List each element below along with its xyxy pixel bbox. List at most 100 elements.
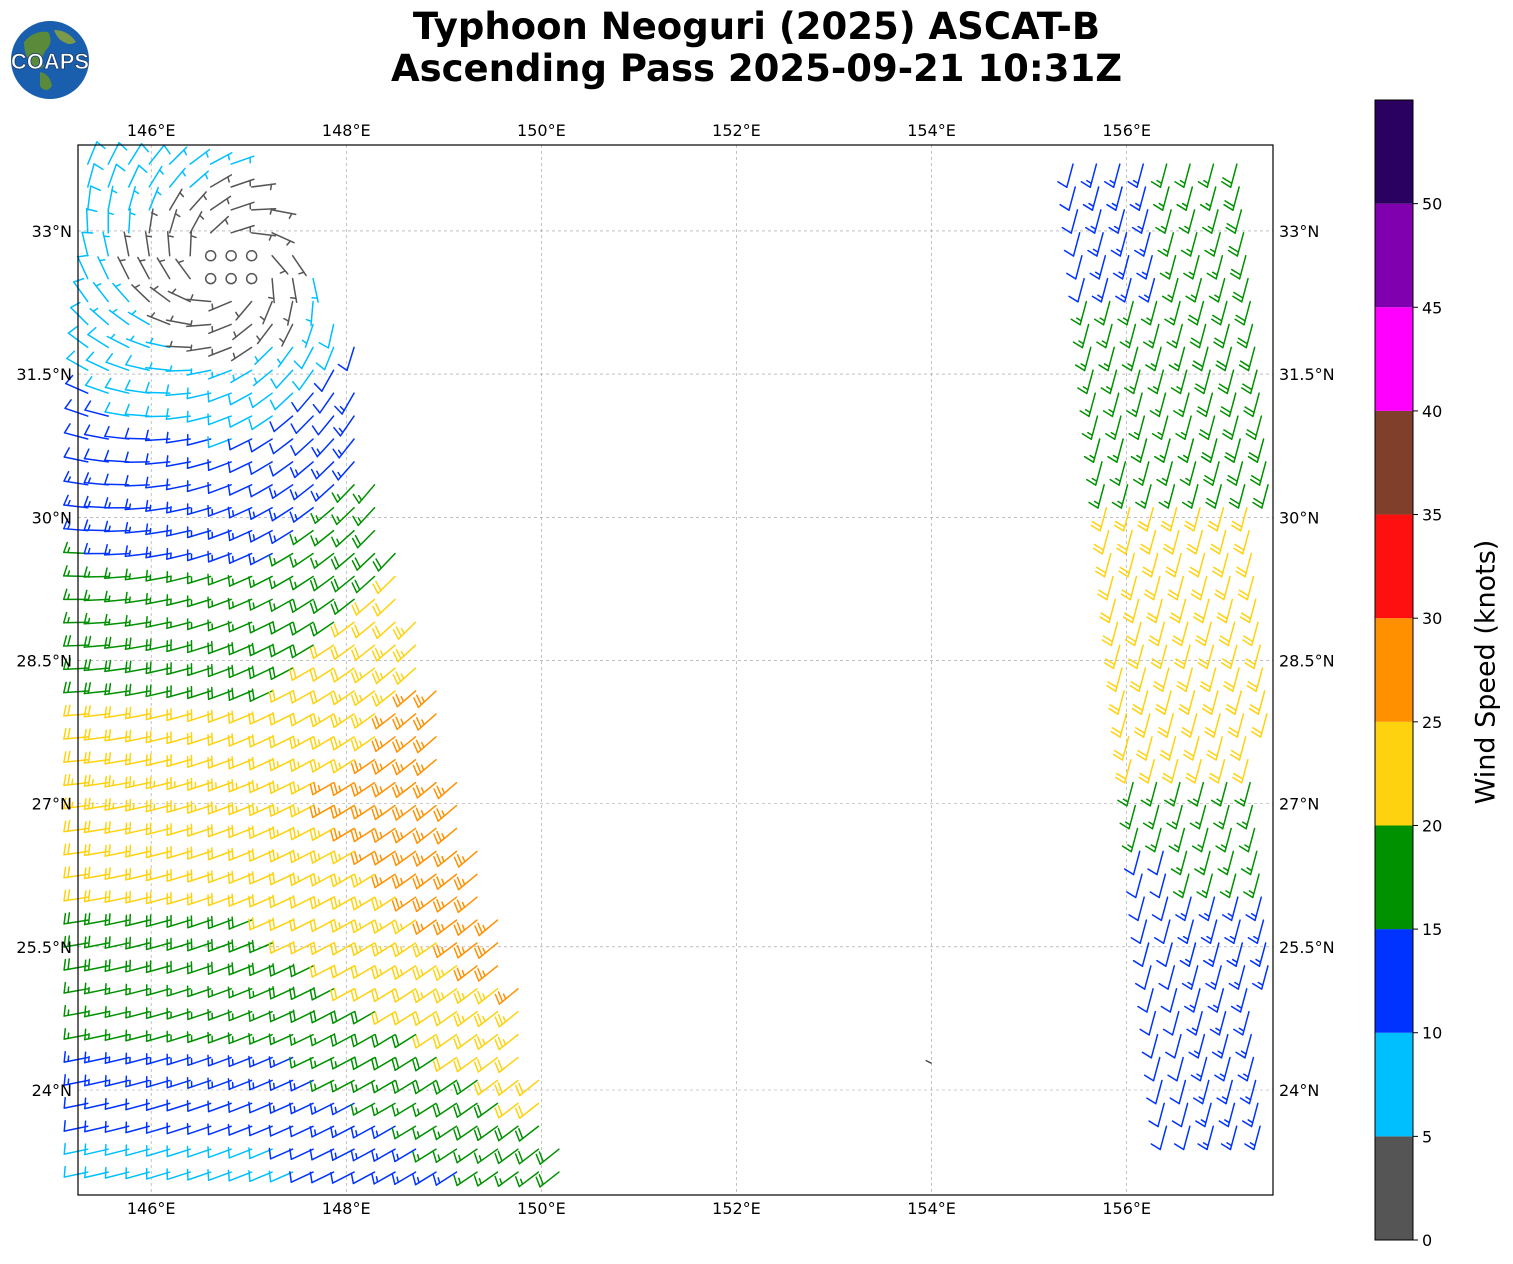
wind-barb: [145, 845, 171, 859]
wind-barb: [225, 249, 237, 262]
wind-barb: [145, 1075, 171, 1088]
wind-barb: [103, 520, 130, 533]
wind-barb: [225, 272, 237, 285]
wind-barb: [330, 850, 355, 865]
wind-barb: [186, 869, 212, 883]
wind-barb: [227, 893, 253, 907]
wind-barb: [372, 552, 396, 572]
wind-barb: [291, 254, 307, 277]
wind-barb: [165, 315, 191, 326]
wind-barb: [1165, 552, 1182, 578]
wind-barb: [330, 1125, 355, 1139]
wind-barb: [69, 301, 89, 326]
wind-barb: [412, 1148, 437, 1163]
wind-barb: [1149, 873, 1167, 899]
wind-barb: [1143, 1056, 1161, 1082]
wind-barb: [227, 939, 253, 953]
wind-barb: [1176, 186, 1194, 211]
wind-barb: [166, 731, 191, 745]
wind-barb: [104, 844, 130, 857]
wind-barb: [166, 1168, 191, 1181]
wind-barb: [337, 346, 355, 372]
wind-barb: [330, 621, 355, 638]
wind-barb: [189, 210, 205, 234]
wind-barb: [1237, 1056, 1255, 1082]
wind-barb: [145, 476, 171, 489]
wind-barb: [145, 984, 171, 997]
wind-barb: [1122, 598, 1140, 624]
wind-barb: [268, 940, 294, 954]
wind-barb: [1131, 209, 1149, 234]
wind-barb: [1102, 392, 1120, 418]
wind-barb: [104, 682, 130, 696]
lon-tick-label-top: 154°E: [907, 121, 956, 140]
wind-barb: [104, 728, 130, 742]
wind-barb: [1196, 392, 1214, 418]
wind-barb: [123, 231, 131, 257]
wind-barb: [371, 896, 396, 912]
lon-tick-label-top: 150°E: [517, 121, 566, 140]
wind-barb: [166, 639, 191, 653]
wind-barb: [1072, 323, 1090, 349]
wind-barb: [248, 871, 273, 885]
wind-barb: [63, 1119, 89, 1132]
wind-barb: [248, 1170, 273, 1183]
wind-barb: [209, 215, 230, 234]
wind-barb: [1213, 804, 1230, 830]
wind-barb: [1142, 323, 1160, 349]
wind-barb: [63, 1142, 89, 1155]
wind-barb: [289, 872, 314, 886]
wind-barb: [1148, 1102, 1165, 1128]
wind-barb: [84, 1120, 109, 1133]
wind-barb: [433, 873, 458, 890]
wind-barb: [1125, 621, 1142, 647]
wind-barb: [289, 1056, 314, 1069]
wind-barb: [1229, 254, 1247, 280]
wind-barb: [207, 1123, 232, 1136]
wind-barb: [371, 736, 396, 753]
wind-barb: [433, 804, 458, 822]
wind-barb: [186, 410, 212, 423]
wind-barb: [248, 1078, 273, 1091]
wind-barb: [1123, 850, 1141, 876]
wind-barb: [1121, 346, 1139, 372]
wind-barb: [1194, 369, 1211, 395]
wind-barb: [313, 369, 335, 392]
wind-barb: [1207, 506, 1225, 532]
colorbar-bin: [1375, 307, 1413, 411]
wind-barb: [453, 873, 478, 891]
wind-barb: [330, 941, 355, 956]
wind-barb: [330, 575, 355, 593]
wind-barb: [230, 346, 253, 362]
wind-barb: [83, 935, 109, 949]
wind-barb: [309, 872, 335, 887]
chart-title: Typhoon Neoguri (2025) ASCAT-B Ascending…: [0, 6, 1513, 90]
wind-barb: [125, 1029, 150, 1042]
wind-barb: [473, 1079, 499, 1096]
wind-barb: [104, 705, 130, 719]
lon-tick-label-bottom: 146°E: [127, 1199, 176, 1218]
colorbar-tick-label: 25: [1422, 713, 1442, 732]
wind-barb: [433, 827, 458, 845]
wind-barb: [127, 143, 150, 165]
wind-barb: [310, 461, 335, 480]
wind-barb: [1245, 415, 1263, 441]
lat-tick-label-left: 33°N: [32, 222, 72, 241]
wind-barb: [1161, 277, 1179, 303]
wind-barb: [268, 1033, 294, 1046]
wind-barb: [63, 981, 89, 994]
wind-barb: [391, 1033, 417, 1049]
wind-barb: [1248, 690, 1266, 715]
wind-barb: [207, 596, 232, 609]
wind-barb: [125, 844, 150, 858]
wind-barb: [1217, 369, 1235, 395]
wind-barb: [63, 1073, 89, 1086]
wind-barb: [289, 1148, 314, 1161]
wind-barb: [1244, 1125, 1261, 1151]
wind-barb: [330, 1010, 355, 1024]
wind-barb: [168, 209, 181, 234]
wind-barb: [453, 1056, 478, 1073]
wind-barb: [1216, 598, 1234, 624]
wind-barb: [232, 323, 253, 341]
wind-barb: [310, 484, 335, 502]
